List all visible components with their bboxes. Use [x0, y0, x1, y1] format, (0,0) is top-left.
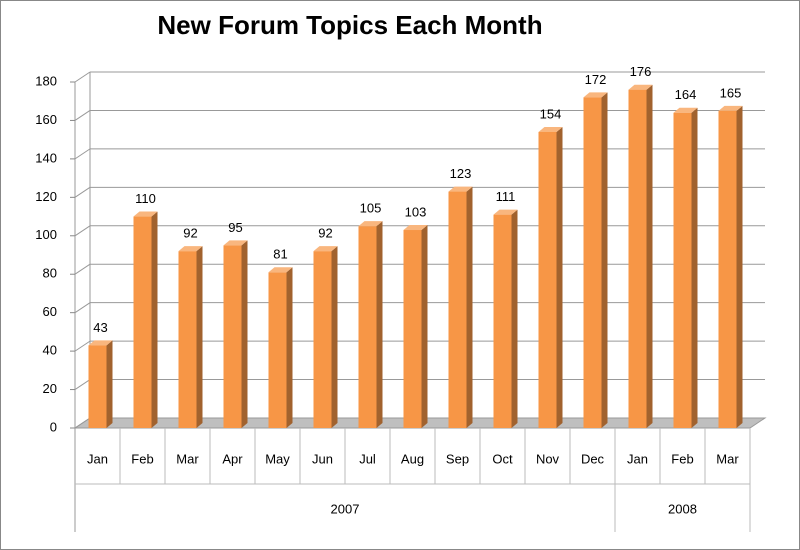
grid-line [74, 379, 91, 390]
bar [88, 345, 107, 428]
data-label: 103 [405, 204, 427, 219]
bar [538, 131, 557, 428]
bar-top [223, 240, 248, 246]
data-label: 123 [450, 166, 472, 181]
data-label: 111 [496, 189, 516, 204]
bar-top [268, 267, 293, 273]
y-tick-label: 180 [35, 73, 57, 88]
bar-side [106, 340, 113, 428]
y-tick-label: 0 [50, 419, 57, 434]
x-tick-label: Feb [671, 451, 693, 466]
data-label: 154 [540, 106, 562, 121]
bar-top [313, 246, 338, 252]
bar-side [601, 92, 608, 428]
x-tick-label: Apr [222, 451, 243, 466]
chart-title: New Forum Topics Each Month [157, 10, 542, 40]
bar [178, 251, 197, 428]
group-label: 2007 [331, 501, 360, 516]
data-label: 165 [720, 85, 742, 100]
bar-side [241, 240, 248, 428]
data-label: 81 [273, 247, 287, 262]
data-label: 172 [585, 72, 607, 87]
grid-line [74, 263, 91, 275]
y-tick-label: 40 [43, 343, 57, 358]
y-tick-label: 100 [35, 227, 57, 242]
data-label: 43 [93, 320, 107, 335]
bar-top [133, 211, 158, 217]
bar-side [646, 84, 653, 428]
bar-top [583, 92, 608, 98]
grid-line [74, 186, 91, 198]
grid-line [74, 110, 91, 121]
x-tick-label: May [265, 451, 290, 466]
grid-line [74, 71, 91, 83]
bar-top [673, 107, 698, 113]
bar-side [196, 246, 203, 428]
bar [493, 214, 512, 428]
bar [718, 110, 737, 428]
bar-side [736, 105, 743, 428]
y-tick-label: 140 [35, 150, 57, 165]
bar [133, 216, 152, 428]
x-tick-label: Nov [536, 451, 560, 466]
grid-line [74, 225, 91, 237]
bar-top [358, 221, 383, 227]
x-tick-label: Feb [131, 451, 153, 466]
y-tick-label: 20 [43, 381, 57, 396]
bar-top [448, 186, 473, 192]
x-tick-label: Jan [87, 451, 108, 466]
bar-top [718, 105, 743, 111]
data-label: 164 [675, 87, 697, 102]
x-tick-label: Jul [359, 451, 376, 466]
y-tick-label: 60 [43, 304, 57, 319]
data-label: 110 [135, 191, 156, 206]
x-tick-label: Sep [446, 451, 469, 466]
grid-line [74, 302, 91, 314]
bar [448, 191, 467, 428]
bar-side [151, 211, 158, 428]
bar-side [286, 267, 293, 428]
x-tick-label: Oct [492, 451, 513, 466]
bar-side [691, 107, 698, 428]
grid-line [74, 148, 91, 160]
bar-side [376, 221, 383, 428]
bar-top [178, 246, 203, 252]
data-label: 92 [183, 226, 197, 241]
x-tick-label: Jan [627, 451, 648, 466]
x-tick-label: Mar [716, 451, 739, 466]
bar-side [421, 225, 428, 428]
y-tick-label: 160 [35, 112, 57, 127]
data-label: 176 [630, 64, 652, 79]
bar-top [88, 340, 113, 346]
group-label: 2008 [668, 501, 697, 516]
bar-side [331, 246, 338, 428]
bar [313, 251, 332, 428]
data-label: 95 [228, 220, 242, 235]
bar-side [466, 186, 473, 428]
x-tick-label: Dec [581, 451, 605, 466]
bar-top [403, 225, 428, 231]
bar [403, 230, 422, 428]
bar [628, 89, 647, 428]
bar-top [538, 126, 563, 132]
x-tick-label: Aug [401, 451, 424, 466]
bar [358, 226, 377, 428]
data-label: 105 [360, 201, 382, 216]
data-label: 92 [318, 226, 332, 241]
bar-top [493, 209, 518, 215]
bar [223, 245, 242, 428]
bar [583, 97, 602, 428]
y-tick-label: 120 [35, 189, 57, 204]
bar [268, 272, 287, 428]
grid-line [74, 340, 91, 352]
x-tick-label: Mar [176, 451, 199, 466]
bar-side [511, 209, 518, 428]
bar-side [556, 126, 563, 428]
grid-line [74, 417, 91, 429]
bar [673, 112, 692, 428]
x-tick-label: Jun [312, 451, 333, 466]
y-tick-label: 80 [43, 266, 57, 281]
bar-top [628, 84, 653, 90]
